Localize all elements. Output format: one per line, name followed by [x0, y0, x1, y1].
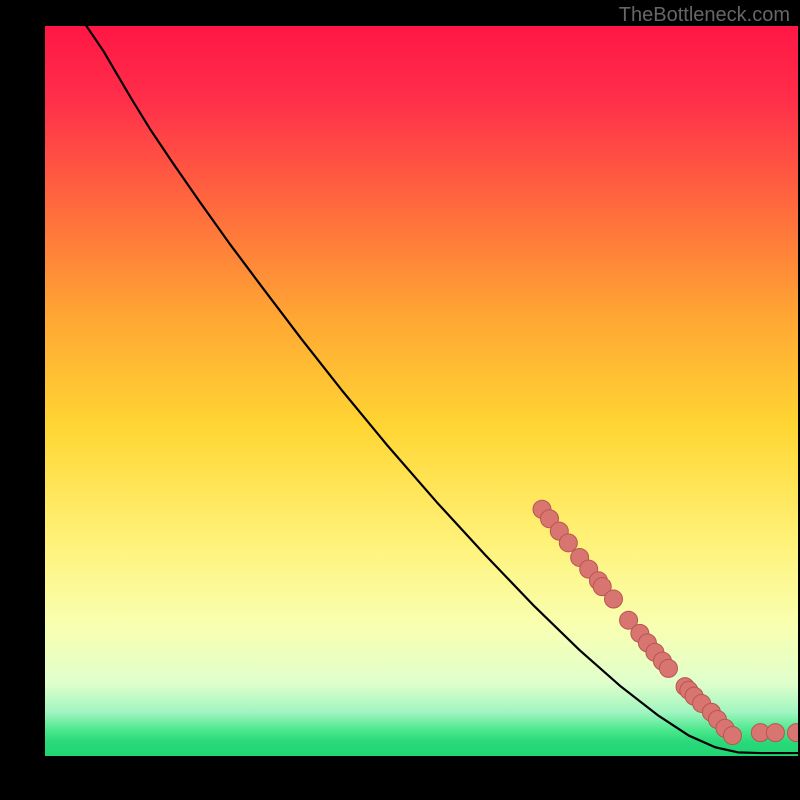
chart-marker — [723, 727, 741, 745]
chart-plot-area — [45, 26, 798, 756]
chart-marker — [787, 724, 798, 742]
chart-curve — [86, 26, 798, 753]
chart-marker — [659, 659, 677, 677]
chart-marker — [605, 590, 623, 608]
chart-overlay — [45, 26, 798, 756]
watermark-text: TheBottleneck.com — [619, 4, 790, 27]
chart-markers — [533, 500, 798, 744]
chart-marker — [766, 724, 784, 742]
chart-marker — [559, 534, 577, 552]
